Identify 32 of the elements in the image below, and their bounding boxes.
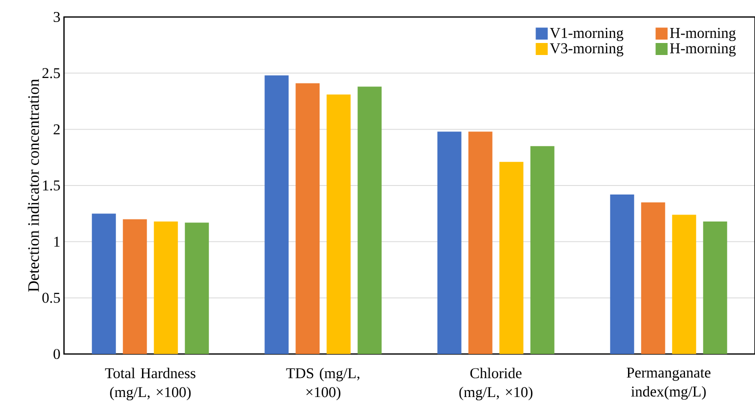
- legend-label: V3-morning: [550, 43, 624, 56]
- bar: [499, 162, 524, 354]
- y-tick-label: 3: [54, 12, 60, 22]
- legend-label: V1-morning: [550, 28, 624, 42]
- y-axis-title: Detection indicator concentration: [28, 79, 39, 292]
- bar: [154, 221, 178, 354]
- x-tick-label: TDS (mg/L, ×100): [286, 368, 360, 400]
- bar: [264, 75, 289, 354]
- y-tick-label: 2: [54, 124, 60, 134]
- legend-label: H-morning: [670, 43, 736, 56]
- bar: [437, 132, 462, 354]
- bar: [703, 221, 728, 354]
- x-tick-label: Total Hardness (mg/L, ×100): [105, 368, 196, 400]
- bar: [468, 132, 492, 354]
- legend-label: H-morning: [670, 28, 736, 42]
- y-tick-label: 1: [54, 236, 60, 247]
- bar: [326, 94, 351, 354]
- bar: [610, 194, 634, 354]
- bar: [672, 214, 696, 354]
- bar: [641, 202, 666, 354]
- y-tick-label: 1.5: [43, 180, 60, 191]
- bar: [92, 214, 116, 354]
- bar: [122, 219, 147, 354]
- x-tick-label: Permanganate index(mg/L): [626, 368, 710, 400]
- bar: [184, 222, 209, 354]
- y-tick-label: 0.5: [42, 292, 60, 303]
- x-tick-label: Chloride (mg/L, ×10): [459, 368, 532, 400]
- y-tick-label: 0: [54, 348, 60, 360]
- bar: [358, 86, 382, 354]
- y-tick-label: 2.5: [42, 68, 60, 78]
- bar: [296, 83, 320, 354]
- bar: [530, 146, 554, 354]
